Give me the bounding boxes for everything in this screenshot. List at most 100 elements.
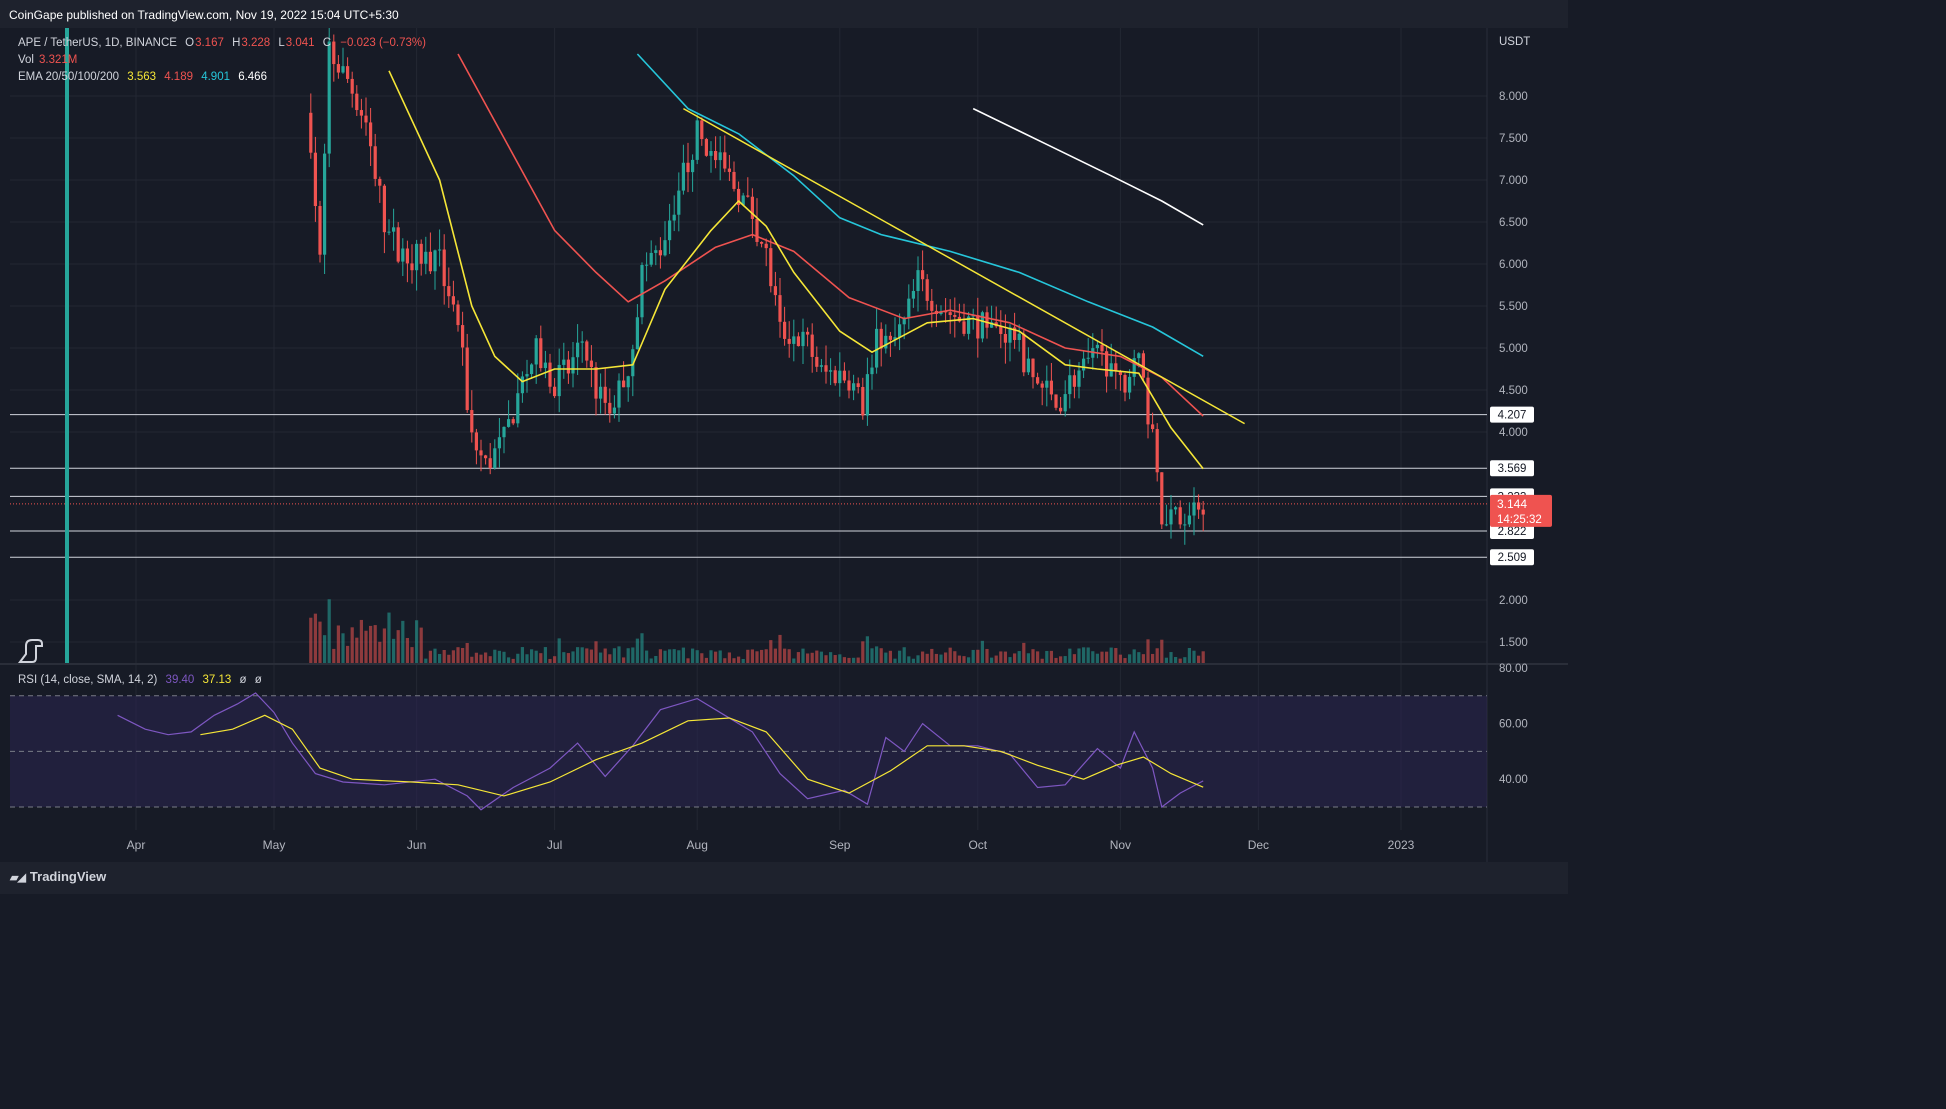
horizontal-levels — [10, 414, 1487, 558]
volume-bar — [792, 658, 796, 663]
time-tick-label: Dec — [1248, 838, 1269, 852]
candle-body — [378, 178, 382, 186]
volume-bar — [631, 647, 635, 663]
volume-bar — [999, 651, 1003, 663]
candle-body — [479, 450, 483, 456]
candle-body — [990, 322, 994, 328]
candle-body — [658, 250, 662, 256]
volume-bar — [428, 650, 432, 663]
volume-bar — [313, 613, 317, 663]
volume-bar — [856, 657, 860, 663]
candle-body — [916, 270, 920, 291]
volume-bar — [654, 655, 658, 663]
volume-bar — [461, 647, 465, 663]
volume-bar — [953, 651, 957, 663]
level-price-tag — [1490, 522, 1534, 539]
candle-body — [525, 374, 529, 377]
open-value: 3.167 — [195, 37, 224, 49]
candle-body — [1174, 507, 1178, 510]
volume-bar — [1068, 648, 1072, 663]
volume-bar — [1160, 639, 1164, 663]
volume-bar — [1017, 651, 1021, 663]
volume-bar — [815, 650, 819, 663]
level-price-label: 2.509 — [1498, 552, 1527, 564]
candle-body — [672, 214, 676, 221]
candle-body — [1068, 375, 1072, 395]
volume-bar — [686, 658, 690, 663]
candle-body — [309, 112, 313, 153]
candle-body — [668, 220, 672, 241]
volume-bar — [741, 658, 745, 663]
candle-body — [999, 326, 1003, 334]
time-tick-label: Oct — [968, 838, 987, 852]
volume-bar — [750, 649, 754, 663]
candle-body — [815, 356, 819, 367]
volume-bar — [1109, 647, 1113, 663]
candle-body — [875, 328, 879, 368]
volume-bar — [691, 648, 695, 663]
candle-body — [415, 243, 419, 271]
volume-bar — [479, 654, 483, 663]
tradingview-logo[interactable]: ▰◢ TradingView — [10, 869, 106, 884]
volume-bar — [484, 652, 488, 663]
candle-body — [1164, 524, 1168, 526]
candle-body — [1100, 344, 1104, 352]
dinosaur-icon[interactable] — [16, 634, 48, 666]
volume-bar — [562, 652, 566, 663]
candle-body — [663, 240, 667, 256]
candle-body — [387, 231, 391, 233]
volume-bar — [456, 647, 460, 663]
candle-body — [718, 152, 722, 161]
candle-body — [1151, 424, 1155, 430]
level-price-label: 3.569 — [1498, 463, 1527, 475]
candle-body — [507, 419, 511, 427]
candle-body — [640, 265, 644, 318]
candle-body — [870, 367, 874, 375]
volume-bar — [806, 653, 810, 663]
volume-bar — [488, 656, 492, 663]
volume-bar — [543, 647, 547, 663]
volume-bar — [681, 647, 685, 663]
candle-body — [1022, 333, 1026, 373]
volume-bar — [819, 651, 823, 663]
time-axis: Apr May Jun Jul Aug Sep Oct Nov Dec 2023 — [127, 838, 1415, 852]
volume-bar — [369, 625, 373, 663]
candle-body — [313, 152, 317, 207]
candle-body — [470, 410, 474, 433]
price-chart[interactable]: USDT 8.000 7.500 7.000 6.500 6.000 5.500 5.000 4… — [0, 0, 1568, 894]
candle-body — [773, 286, 777, 296]
candle-body — [980, 312, 984, 339]
candle-body — [645, 264, 649, 266]
volume-bar — [1187, 647, 1191, 663]
volume-bar — [530, 649, 534, 663]
volume-bar — [921, 651, 925, 663]
candle-body — [677, 190, 681, 215]
volume-bar — [419, 627, 423, 663]
ema20-line — [388, 70, 1204, 470]
candle-body — [861, 386, 865, 416]
ema50-value: 4.189 — [164, 71, 193, 83]
time-tick-label: May — [263, 838, 286, 852]
rsi-line — [117, 692, 1204, 811]
symbol-label[interactable]: APE / TetherUS, 1D, BINANCE — [18, 37, 177, 49]
volume-bar — [723, 658, 727, 663]
volume-bar — [405, 638, 409, 663]
candle-body — [1049, 380, 1053, 395]
volume-bar — [382, 628, 386, 663]
volume-bar — [511, 658, 515, 663]
candle-body — [1201, 509, 1205, 515]
candle-body — [576, 342, 580, 358]
price-tick-label: 8.000 — [1499, 91, 1528, 103]
volume-bar — [916, 655, 920, 663]
volume-bar — [902, 647, 906, 663]
candle-body — [681, 162, 685, 191]
candle-body — [714, 150, 718, 161]
candle-body — [1155, 429, 1159, 473]
volume-bar — [980, 640, 984, 663]
high-label: H — [232, 37, 241, 49]
ema100-line — [636, 53, 1204, 357]
ema-label: EMA 20/50/100/200 — [18, 71, 120, 83]
volume-bar — [336, 625, 340, 663]
volume-bar — [1118, 654, 1122, 663]
volume-bar — [350, 627, 354, 663]
